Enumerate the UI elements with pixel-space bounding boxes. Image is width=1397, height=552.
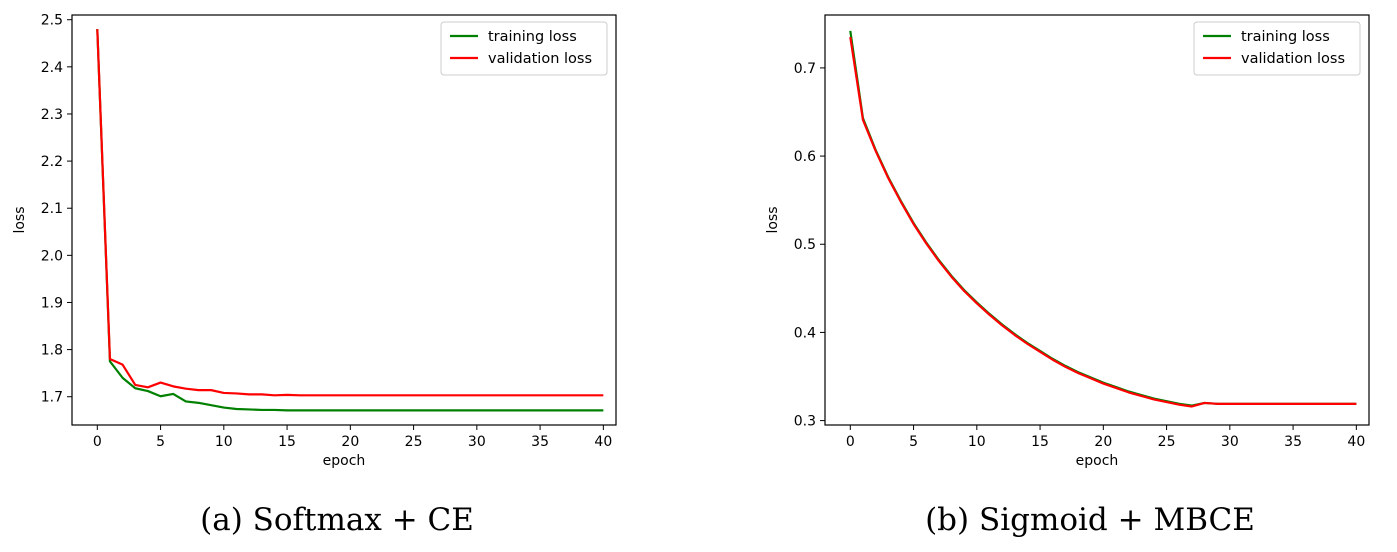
y-tick-label: 0.3 [794,414,816,430]
x-tick-label: 10 [215,434,233,450]
series-line-validation-loss [96,29,604,397]
y-tick-label: 1.7 [41,390,63,406]
x-tick-label: 40 [594,434,612,450]
legend-label: validation loss [488,51,592,67]
legend-box [1193,21,1361,76]
legend: training loss validation loss [440,21,608,76]
x-tick-label: 25 [1158,434,1176,450]
chart-1: 0 5 10 15 20 25 30 35 40 1.7 1.8 1.9 2.0 2.1 2.2 2.3 2.4… [12,13,617,538]
series-line-training-loss [96,29,604,412]
figure-caption: (b) Sigmoid + MBCE [925,502,1255,538]
x-axis-label: epoch [323,453,366,469]
x-tick-label: 20 [1094,434,1112,450]
x-tick-label: 5 [909,434,918,450]
y-tick-label: 2.0 [41,248,63,264]
x-tick-label: 25 [405,434,423,450]
legend-label: training loss [488,29,577,45]
x-tick-label: 15 [278,434,296,450]
x-tick-label: 0 [846,434,855,450]
x-tick-label: 40 [1347,434,1365,450]
plot-frame [71,14,617,426]
y-tick-label: 0.4 [794,325,816,341]
x-tick-label: 5 [156,434,165,450]
y-tick-label: 2.1 [41,201,63,217]
x-tick-label: 35 [531,434,549,450]
x-axis-label: epoch [1076,453,1119,469]
y-axis-label: loss [765,206,781,233]
plot-frame [824,14,1370,426]
y-tick-label: 1.8 [41,343,63,359]
x-tick-label: 35 [1284,434,1302,450]
chart-2: 0 5 10 15 20 25 30 35 40 0.3 0.4 0.5 0.6 0.7 epoch loss… [765,14,1370,538]
x-tick-label: 30 [468,434,486,450]
y-tick-label: 2.4 [41,60,63,76]
y-tick-label: 1.9 [41,295,63,311]
y-tick-label: 0.7 [794,61,816,77]
legend: training loss validation loss [1193,21,1361,76]
legend-label: validation loss [1241,51,1345,67]
y-tick-label: 2.5 [41,13,63,29]
y-tick-label: 2.3 [41,107,63,123]
y-tick-label: 0.6 [794,149,816,165]
legend-box [440,21,608,76]
x-tick-label: 20 [341,434,359,450]
y-tick-label: 2.2 [41,154,63,170]
x-tick-label: 30 [1221,434,1239,450]
figure-caption: (a) Softmax + CE [200,502,474,538]
y-axis-label: loss [12,206,28,233]
legend-label: training loss [1241,29,1330,45]
y-tick-label: 0.5 [794,237,816,253]
series-line-validation-loss [849,36,1357,408]
x-tick-label: 0 [93,434,102,450]
series-line-training-loss [849,30,1357,407]
x-tick-label: 15 [1031,434,1049,450]
x-tick-label: 10 [968,434,986,450]
